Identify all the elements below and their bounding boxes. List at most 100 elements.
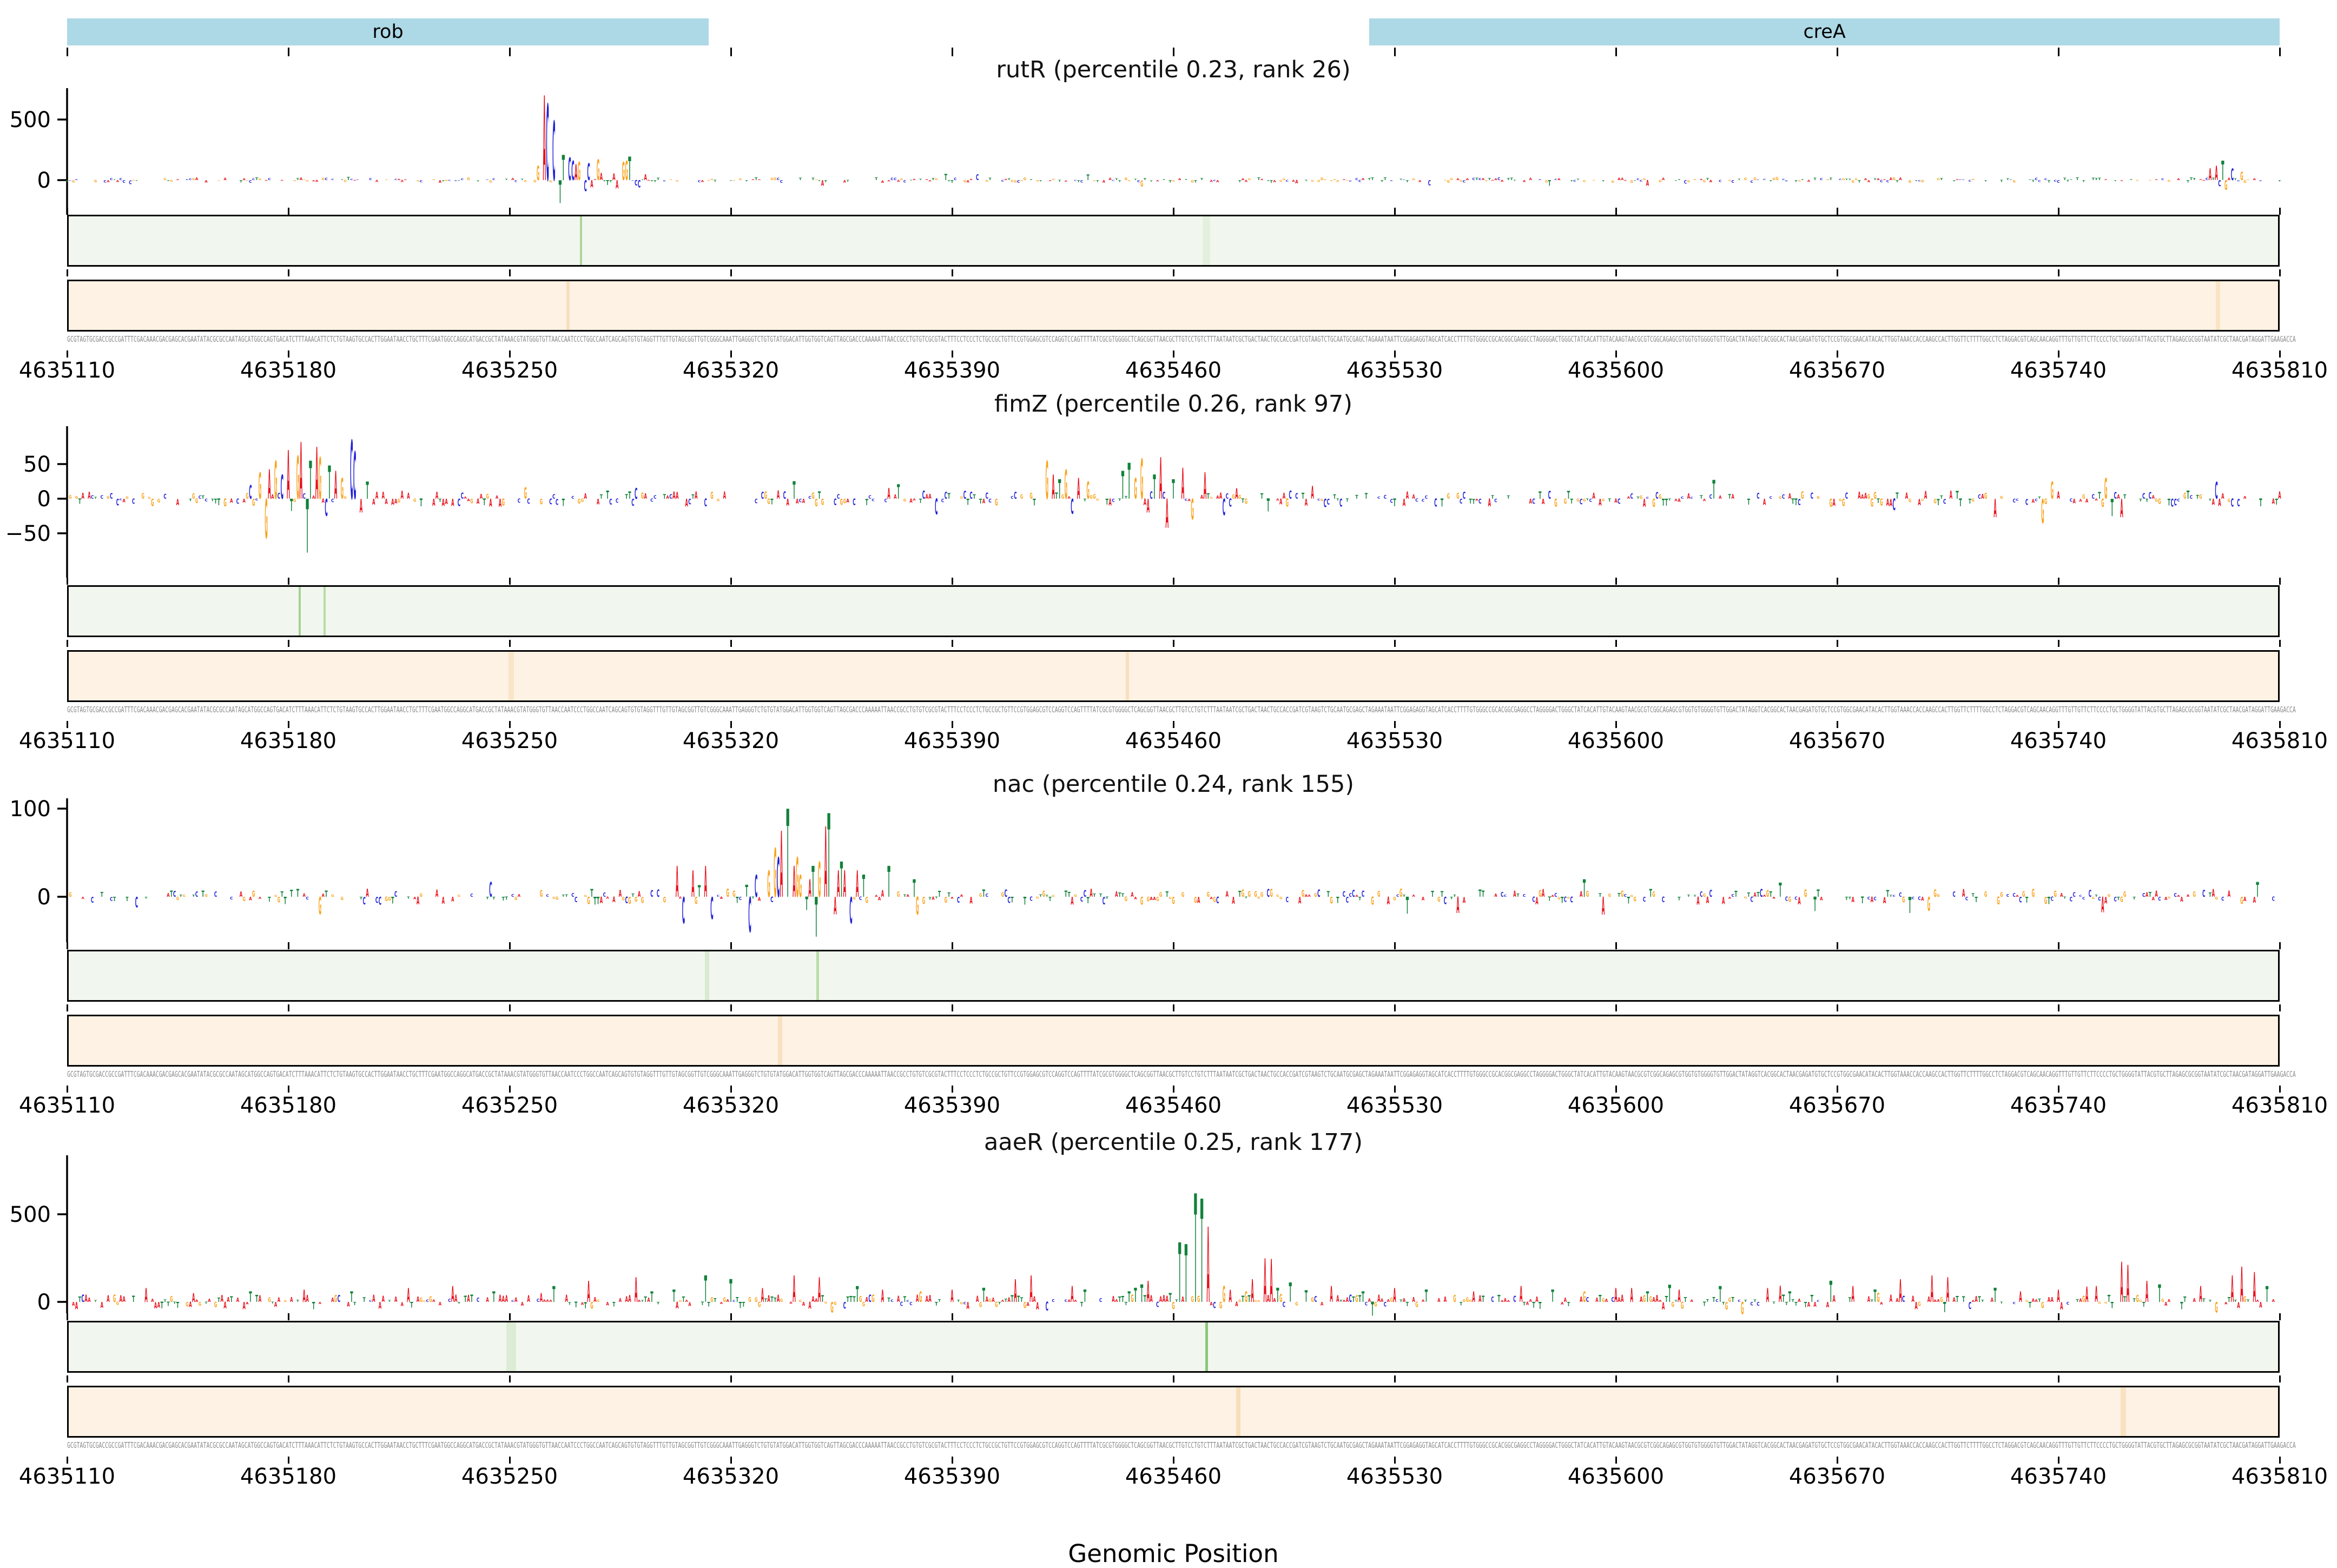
signal-letter-T: T (1770, 180, 1773, 182)
signal-letter-G: G (1194, 896, 1197, 905)
signal-letter-T: T (1128, 454, 1131, 511)
signal-letter-A: A (1283, 491, 1286, 501)
signal-letter-T: T (1753, 1299, 1757, 1302)
signal-letter-T: T (1333, 494, 1336, 500)
signal-letter-C: C (748, 887, 751, 943)
signal-letter-G: G (344, 495, 347, 500)
signal-letter-A: A (1005, 178, 1008, 181)
signal-letter-G: G (2149, 180, 2152, 181)
signal-letter-T: T (1431, 889, 1434, 899)
signal-letter-T: T (1339, 1299, 1343, 1302)
signal-letter-G: G (549, 180, 552, 183)
signal-letter-C: C (1384, 1301, 1387, 1308)
signal-letter-A: A (986, 1295, 989, 1304)
signal-letter-G: G (1909, 498, 1911, 504)
signal-letter-C: C (110, 178, 113, 181)
signal-letter-G: G (2022, 890, 2025, 898)
signal-letter-C: C (986, 894, 989, 898)
axis-tick (1394, 350, 1396, 358)
signal-letter-A: A (1150, 1294, 1152, 1305)
signal-letter-G: G (113, 1293, 116, 1305)
signal-letter-A: A (1915, 1300, 1918, 1312)
signal-letter-T: T (407, 896, 410, 899)
signal-letter-G: G (334, 1294, 337, 1305)
signal-letter-G: G (1172, 1301, 1174, 1312)
signal-letter-C: C (1362, 890, 1364, 899)
signal-letter-G: G (922, 895, 925, 907)
signal-letter-G: G (1567, 896, 1570, 899)
signal-letter-T: T (161, 1301, 164, 1311)
signal-letter-G: G (979, 1300, 982, 1309)
axis-tick (1837, 640, 1838, 647)
signal-letter-A: A (2155, 890, 2158, 899)
axis-tick (1837, 1375, 1838, 1382)
signal-letter-T: T (887, 1297, 890, 1304)
signal-letter-T: T (1779, 880, 1781, 902)
signal-letter-A: A (221, 1293, 224, 1305)
signal-letter-A: A (1946, 1272, 1949, 1310)
signal-letter-T: T (631, 894, 635, 898)
signal-letter-T: T (862, 870, 866, 904)
orange-strip-highlight (777, 1016, 782, 1065)
signal-letter-A: A (1890, 1292, 1893, 1305)
signal-letter-G: G (243, 896, 246, 903)
signal-letter-T: T (1033, 498, 1036, 508)
signal-letter-A: A (2120, 180, 2123, 181)
signal-letter-T: T (847, 180, 850, 182)
signal-letter-A: A (2032, 1298, 2035, 1304)
axis-tick (1394, 640, 1396, 647)
signal-letter-C: C (2092, 493, 2095, 500)
x-tick-label: 4635180 (240, 358, 337, 383)
signal-letter-A: A (435, 888, 439, 899)
signal-letter-G: G (467, 177, 470, 181)
signal-letter-A: A (1858, 491, 1860, 501)
signal-letter-G: G (2101, 497, 2104, 510)
signal-letter-A: A (909, 498, 912, 504)
signal-letter-T: T (1200, 178, 1204, 181)
signal-letter-A: A (84, 1292, 88, 1305)
signal-letter-C: C (123, 180, 126, 184)
signal-letter-A: A (1798, 895, 1801, 907)
signal-letter-A: A (1833, 497, 1836, 508)
signal-letter-A: A (2155, 178, 2158, 181)
signal-letter-C: C (1757, 491, 1759, 501)
signal-letter-A: A (435, 490, 439, 501)
axis-tick (509, 208, 511, 215)
signal-letter-A: A (72, 1301, 75, 1307)
signal-letter-T: T (770, 498, 774, 506)
signal-letter-A: A (167, 892, 170, 898)
signal-letter-C: C (1732, 180, 1734, 184)
signal-letter-T: T (1207, 492, 1210, 501)
signal-letter-G: G (2243, 180, 2246, 184)
signal-letter-C: C (1873, 896, 1876, 902)
signal-letter-A: A (1993, 494, 1996, 523)
signal-letter-C: C (710, 892, 713, 927)
signal-letter-T: T (1194, 180, 1197, 183)
signal-letter-A: A (2079, 499, 2082, 503)
green-strip-nac (67, 950, 2280, 1002)
signal-letter-T: T (1118, 498, 1121, 502)
signal-letter-A: A (2272, 1299, 2275, 1303)
signal-letter-A: A (843, 864, 846, 906)
signal-letter-T: T (1046, 895, 1049, 897)
signal-letter-A: A (1618, 177, 1621, 181)
signal-letter-C: C (2231, 497, 2234, 510)
signal-letter-C: C (900, 1301, 903, 1307)
axis-tick (67, 721, 68, 728)
signal-letter-A: A (1330, 1282, 1333, 1307)
sequence-track-rutR: GCGTAGTGCGACCGCCGATTTCGACAAACGACGAGCACGA… (67, 334, 2296, 344)
signal-letter-A: A (701, 180, 704, 182)
signal-letter-C: C (325, 494, 327, 522)
axis-tick (288, 721, 289, 728)
signal-letter-A: A (2145, 891, 2149, 898)
signal-letter-G: G (815, 179, 818, 180)
signal-letter-T: T (552, 1282, 555, 1307)
signal-letter-A: A (1975, 1294, 1978, 1304)
signal-letter-T: T (1747, 892, 1750, 898)
signal-letter-G: G (1753, 177, 1756, 181)
signal-letter-A: A (379, 1301, 382, 1311)
signal-letter-G: G (1191, 180, 1194, 183)
signal-letter-C: C (1080, 896, 1083, 903)
signal-letter-T: T (764, 1298, 768, 1304)
